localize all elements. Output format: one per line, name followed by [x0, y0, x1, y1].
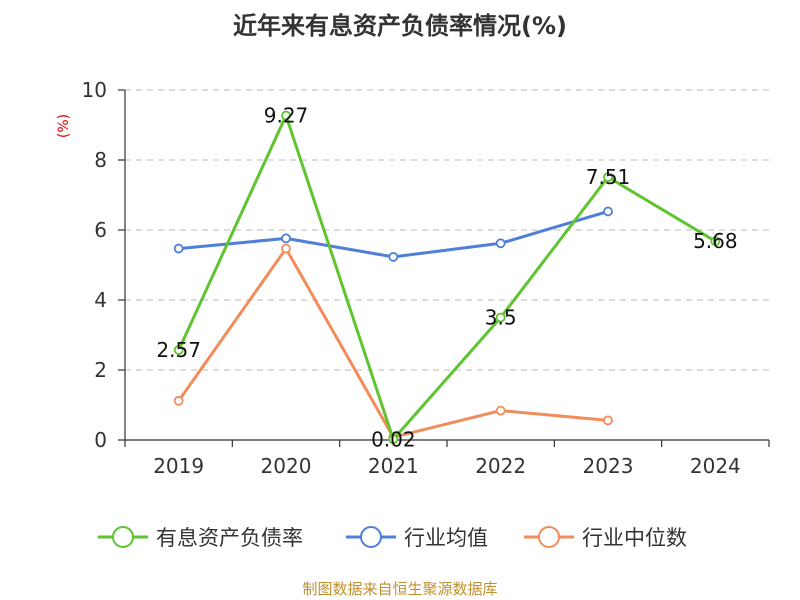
- data-point: [281, 110, 291, 121]
- x-tick-label: 2022: [475, 454, 526, 478]
- legend-item: 行业中位数: [524, 526, 687, 550]
- data-label: 2.57: [156, 338, 201, 362]
- data-point: [388, 252, 399, 262]
- chart-title: 近年来有息资产负债率情况(%): [233, 12, 567, 40]
- data-label: 9.27: [264, 104, 309, 128]
- data-point: [495, 312, 506, 323]
- series: [173, 110, 721, 445]
- series-1: [173, 206, 613, 262]
- legend-item: 有息资产负债率: [98, 526, 303, 550]
- data-point: [281, 243, 291, 254]
- data-point: [603, 206, 613, 217]
- series-line: [177, 247, 609, 439]
- data-point: [173, 395, 184, 406]
- x-tick-label: 2021: [368, 454, 419, 478]
- data-point: [173, 243, 184, 254]
- legend-label: 行业中位数: [582, 526, 687, 550]
- data-point: [603, 172, 613, 183]
- axes: 0 2 4 6 8 10 2019 2020 2021 2022 2023 2024: [82, 78, 770, 478]
- data-label: 0.02: [371, 427, 416, 451]
- data-point: [388, 434, 399, 445]
- data-label: 5.68: [693, 229, 738, 253]
- series-line: [178, 209, 609, 259]
- data-label: 3.5: [485, 306, 517, 330]
- data-point: [603, 415, 613, 426]
- legend-marker: [360, 526, 382, 548]
- data-point: [710, 236, 721, 247]
- data-point: [281, 233, 291, 244]
- y-tick-label: 0: [94, 428, 107, 452]
- legend-label: 有息资产负债率: [156, 526, 303, 550]
- legend: 有息资产负债率 行业均值 行业中位数: [98, 526, 687, 550]
- y-tick-label: 10: [82, 78, 107, 102]
- series-0: [173, 110, 721, 445]
- y-tick-label: 4: [94, 288, 107, 312]
- series-2: [173, 243, 613, 443]
- legend-item: 行业均值: [346, 526, 488, 550]
- x-tick-label: 2024: [690, 454, 741, 478]
- data-label: 7.51: [586, 165, 631, 189]
- y-tick-label: 2: [94, 358, 107, 382]
- x-tick-label: 2019: [153, 454, 204, 478]
- y-tick-label: 6: [94, 218, 107, 242]
- series-line: [177, 114, 717, 441]
- data-point: [495, 238, 506, 249]
- legend-marker: [538, 526, 560, 548]
- legend-marker: [112, 526, 134, 548]
- source-note: 制图数据来自恒生聚源数据库: [302, 580, 497, 598]
- y-axis-label: (%): [56, 114, 72, 138]
- x-tick-label: 2023: [583, 454, 634, 478]
- grid-lines: [125, 89, 769, 371]
- legend-label: 行业均值: [404, 526, 488, 550]
- data-labels: 2.57 9.27 0.02 3.5 7.51 5.68: [156, 104, 737, 452]
- data-point: [495, 405, 506, 416]
- x-tick-label: 2020: [261, 454, 312, 478]
- data-point: [173, 345, 184, 355]
- y-tick-label: 8: [94, 148, 107, 172]
